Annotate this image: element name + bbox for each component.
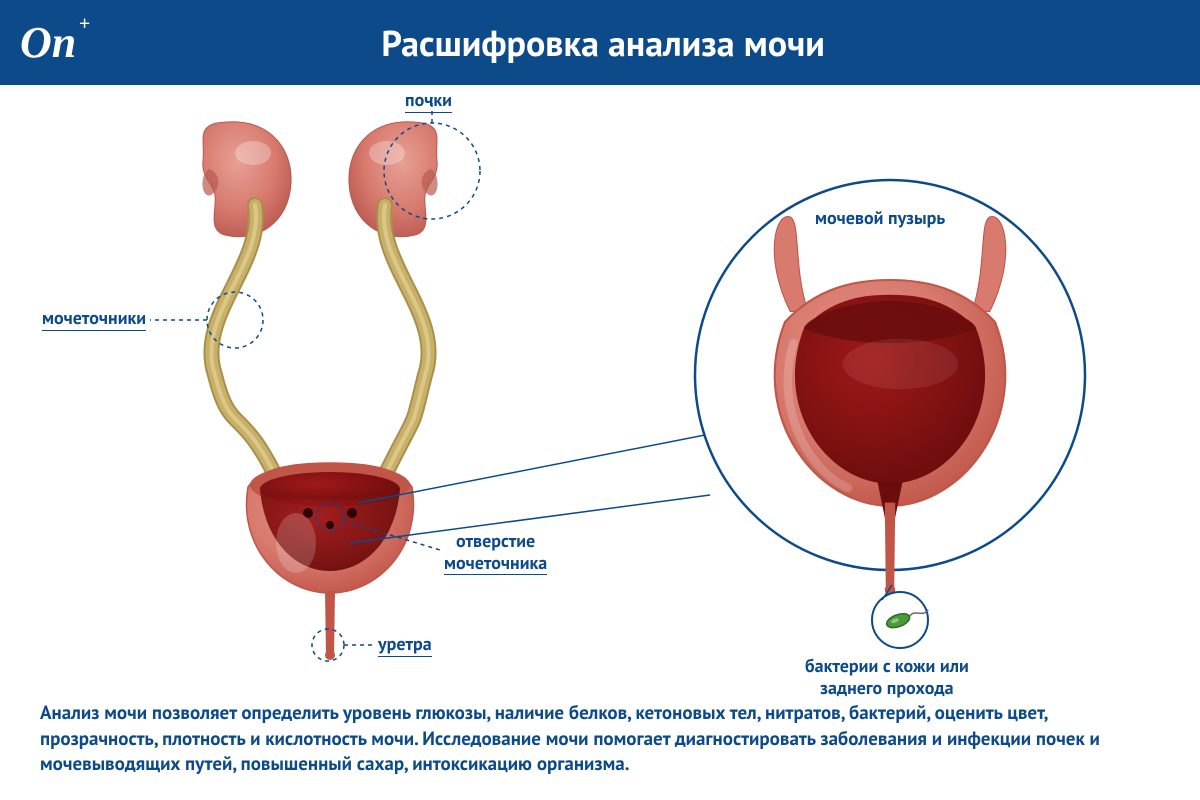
diagram-canvas: почки мочеточники отверстие мочеточника …	[0, 85, 1200, 695]
description-text: Анализ мочи позволяет определить уровень…	[40, 701, 1160, 778]
kidney-icon	[202, 122, 291, 237]
label-bacteria: бактерии с кожи или заднего прохода	[805, 655, 969, 698]
brand-logo: On +	[20, 17, 76, 68]
anatomy-diagram	[0, 85, 1200, 695]
logo-text: On	[20, 18, 76, 67]
page-title: Расшифровка анализа мочи	[26, 19, 1180, 66]
bladder-small-icon	[247, 463, 414, 660]
label-kidneys: почки	[405, 89, 452, 113]
kidney-icon	[349, 122, 438, 237]
label-bladder: мочевой пузырь	[815, 207, 945, 229]
header-bar: On + Расшифровка анализа мочи	[0, 0, 1200, 85]
logo-plus-icon: +	[79, 13, 90, 36]
label-ureter-opening: отверстие мочеточника	[444, 530, 547, 575]
label-ureters: мочеточники	[42, 307, 146, 331]
label-urethra: уретра	[378, 633, 432, 657]
